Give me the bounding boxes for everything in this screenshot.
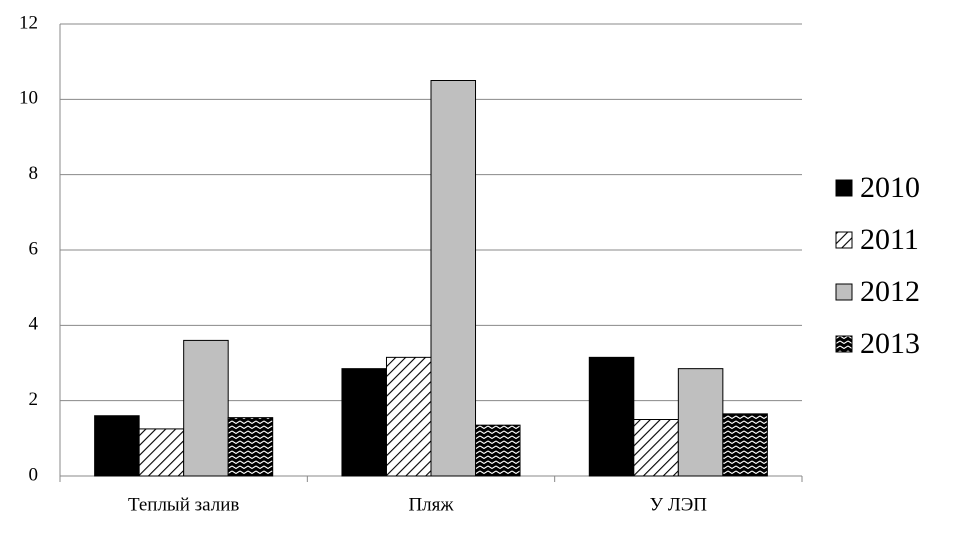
legend-swatch (835, 231, 853, 249)
x-tick-label: Пляж (408, 494, 454, 515)
bar (138, 428, 185, 477)
bar (385, 356, 432, 477)
bar (475, 424, 521, 477)
legend-swatch (835, 283, 853, 301)
legend-label: 2012 (860, 275, 920, 308)
y-tick-label: 4 (29, 314, 39, 335)
bar (183, 339, 229, 477)
bar (677, 368, 724, 477)
y-tick-label: 12 (19, 12, 38, 33)
bar (430, 80, 477, 477)
legend-label: 2010 (860, 171, 920, 204)
legend-swatch (835, 335, 853, 353)
bar (633, 419, 679, 477)
y-tick-label: 6 (29, 238, 39, 259)
bar (94, 415, 140, 477)
x-tick-label: Теплый залив (128, 494, 239, 515)
legend-swatch (835, 179, 853, 197)
y-tick-label: 8 (29, 163, 39, 184)
bar (341, 368, 387, 477)
bar (227, 417, 274, 477)
x-tick-label: У ЛЭП (650, 494, 708, 515)
bar (722, 413, 768, 477)
legend-label: 2011 (860, 223, 919, 256)
bar (588, 356, 635, 477)
legend-label: 2013 (860, 327, 920, 360)
y-tick-label: 0 (29, 464, 39, 485)
y-tick-label: 2 (29, 389, 39, 410)
y-tick-label: 10 (19, 88, 38, 109)
